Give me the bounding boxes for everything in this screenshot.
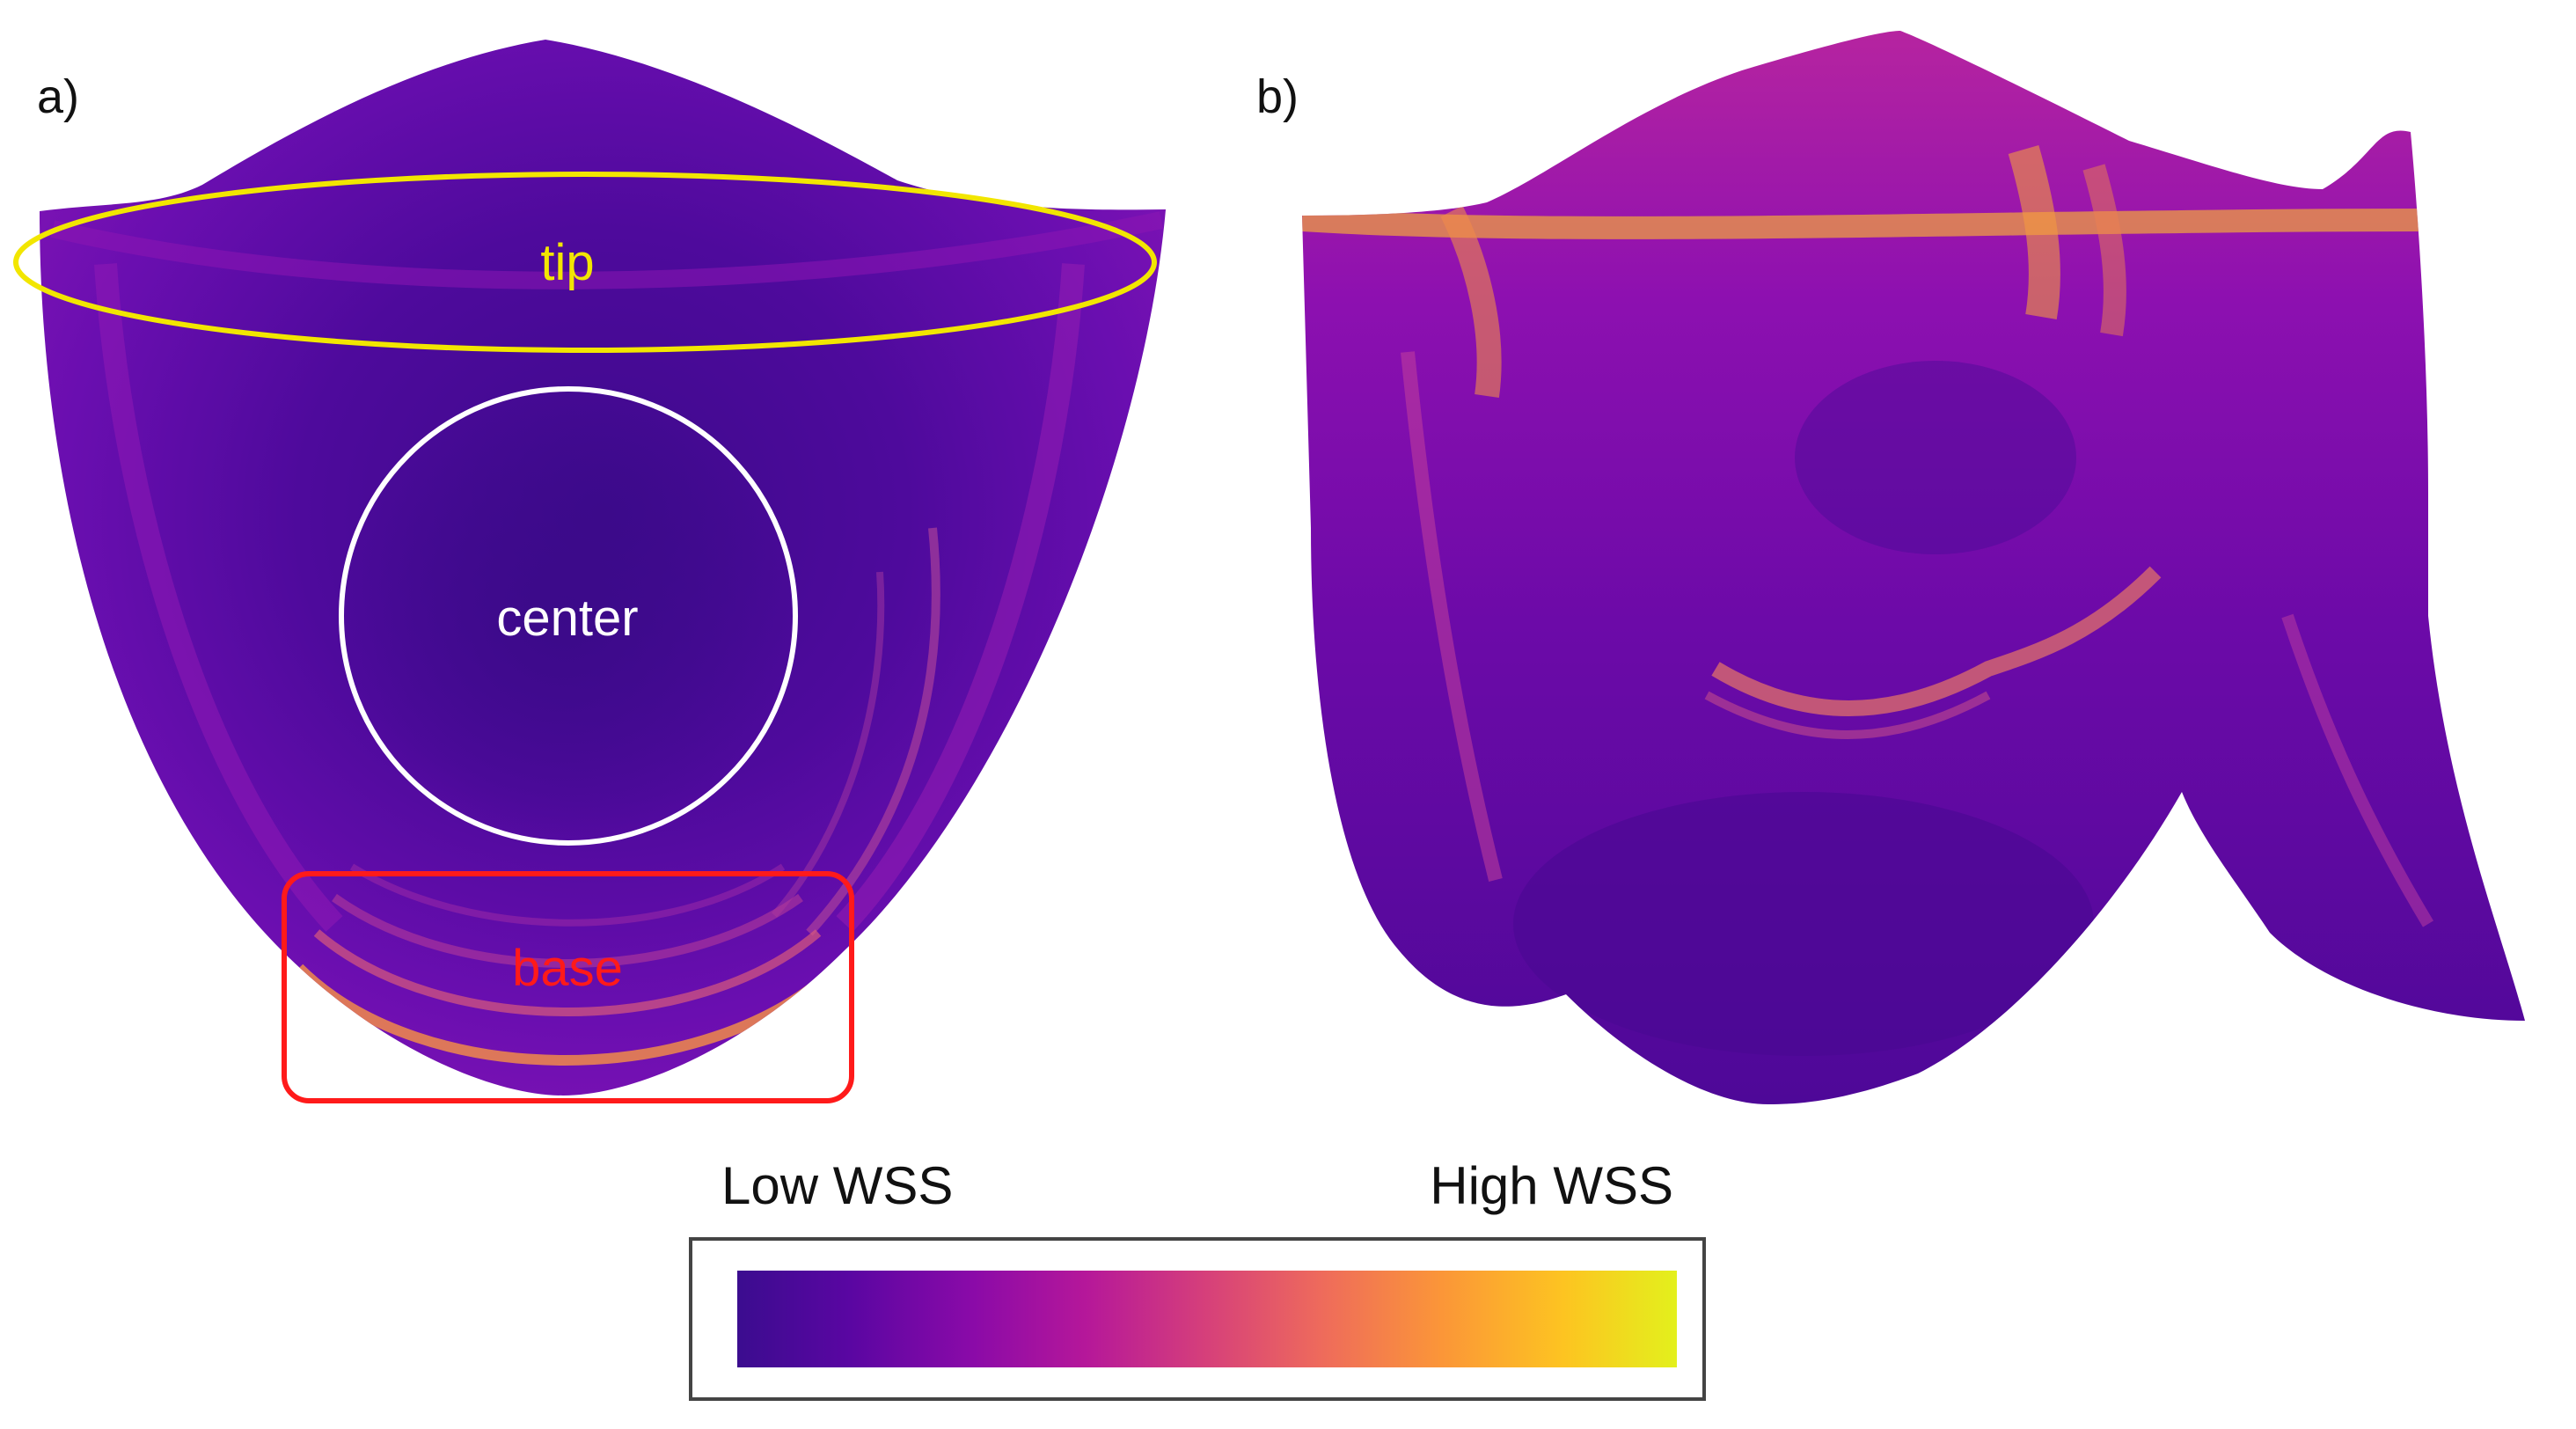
panel-a-leaflet-surface: tip center base — [13, 40, 1166, 1103]
tip-label: tip — [540, 234, 594, 291]
tip-region-ellipse — [13, 172, 1157, 353]
colorbar-gradient — [737, 1271, 1677, 1367]
high-wss-label: High WSS — [1430, 1156, 1673, 1215]
panel-b-label: b) — [1256, 70, 1299, 123]
panel-b-valve-surface — [1302, 31, 2525, 1104]
panel-a-label: a) — [37, 70, 79, 123]
low-wss-label: Low WSS — [721, 1156, 953, 1215]
base-label: base — [512, 940, 623, 997]
base-region-box — [282, 871, 854, 1103]
wss-colorbar-legend: Low WSS High WSS — [689, 1156, 1706, 1401]
center-region-circle — [339, 386, 798, 846]
center-label: center — [496, 590, 638, 647]
